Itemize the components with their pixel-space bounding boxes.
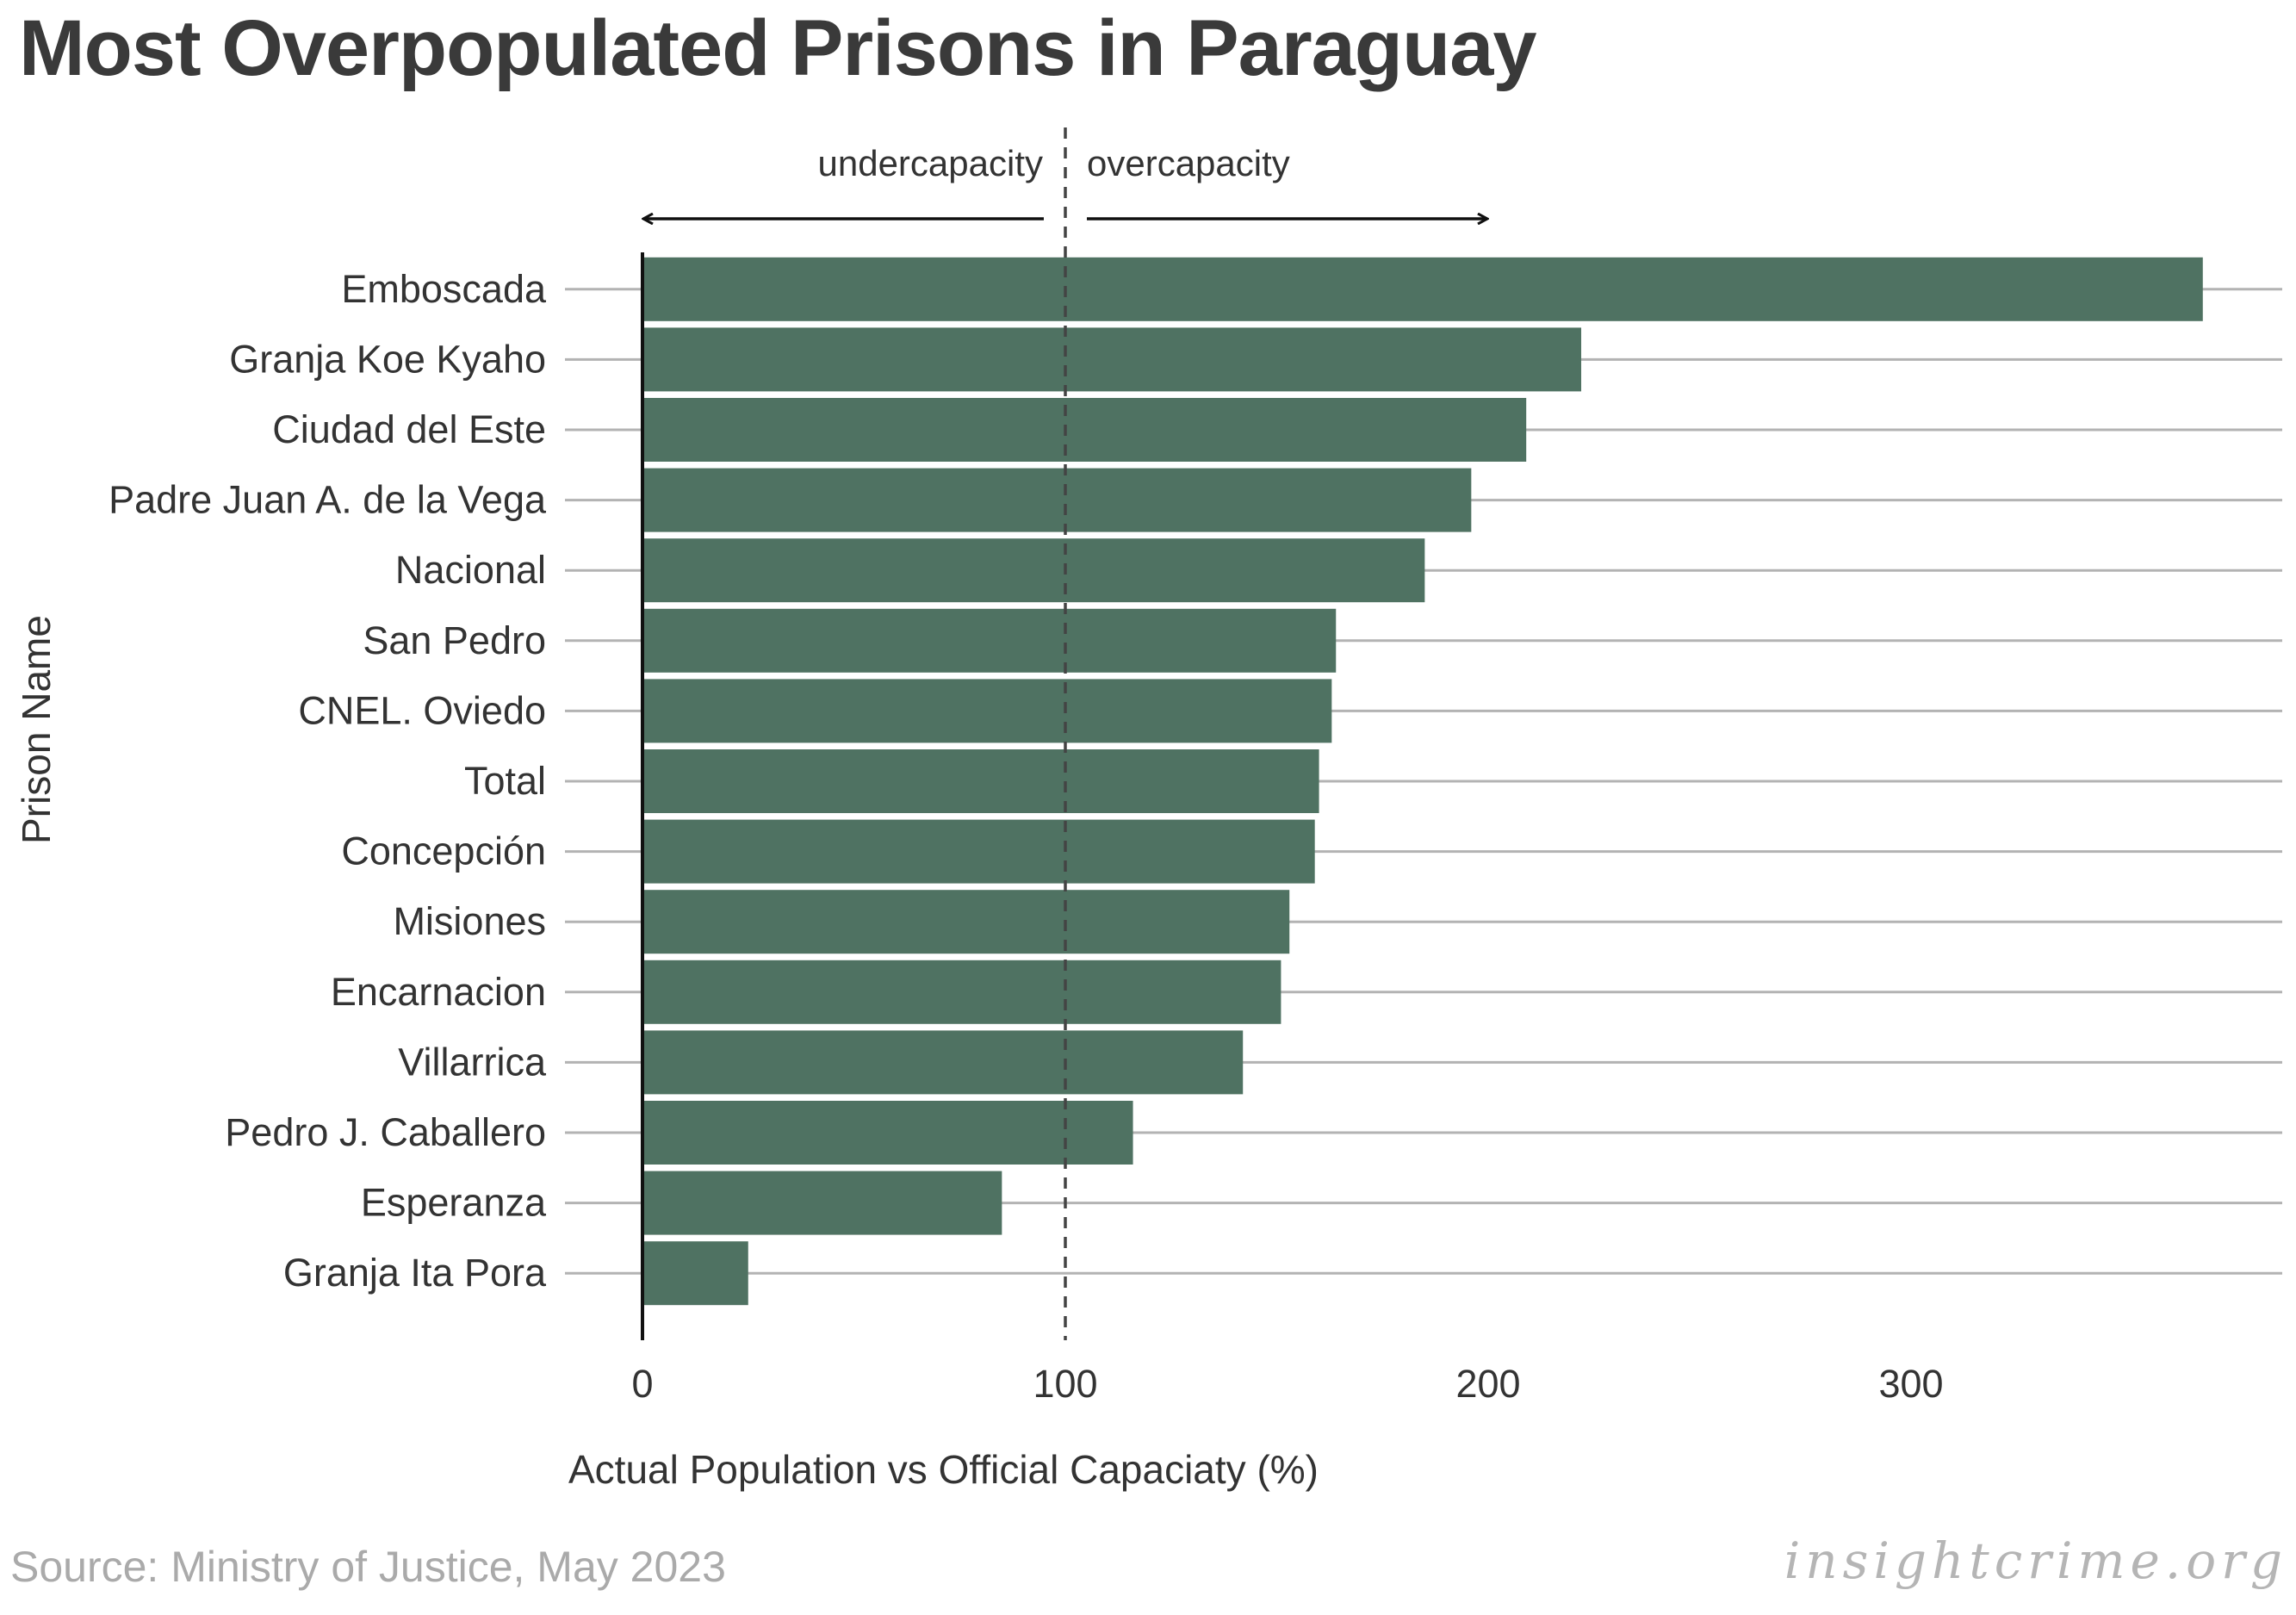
category-label: Esperanza: [361, 1181, 547, 1225]
bar: [642, 1030, 1244, 1095]
category-label: CNEL. Oviedo: [298, 688, 546, 732]
brand-watermark: insightcrime.org: [1784, 1531, 2287, 1590]
bar: [642, 1171, 1002, 1235]
bar: [642, 819, 1315, 884]
overcapacity-label: overcapacity: [1087, 143, 1290, 183]
category-label: Villarrica: [398, 1040, 547, 1084]
x-tick-label: 200: [1455, 1362, 1520, 1406]
bar: [642, 468, 1472, 532]
bars: [642, 257, 2203, 1306]
bar: [642, 327, 1582, 392]
category-label: Encarnacion: [331, 970, 546, 1014]
category-label: Misiones: [393, 899, 546, 943]
y-axis-label: Prison Name: [14, 615, 59, 844]
bar: [642, 398, 1527, 462]
bar: [642, 679, 1332, 743]
bar: [642, 749, 1319, 813]
category-label: San Pedro: [363, 618, 546, 662]
bar: [642, 257, 2203, 321]
category-labels: Emboscada Granja Koe Kyaho Ciudad del Este…: [109, 267, 547, 1295]
chart-title: Most Overpopulated Prisons in Paraguay: [19, 4, 1537, 92]
bar: [642, 1241, 748, 1306]
bar: [642, 960, 1281, 1024]
category-label: Granja Koe Kyaho: [229, 337, 546, 381]
category-label: Concepción: [341, 829, 546, 873]
category-label: Ciudad del Este: [272, 407, 546, 451]
source-note: Source: Ministry of Justice, May 2023: [10, 1543, 726, 1591]
category-label: Pedro J. Caballero: [225, 1110, 546, 1154]
category-label: Total: [464, 759, 546, 803]
category-label: Nacional: [395, 548, 546, 592]
category-label: Granja Ita Pora: [283, 1251, 547, 1295]
bar: [642, 1101, 1133, 1165]
x-tick-label: 0: [631, 1362, 653, 1406]
x-tick-label: 100: [1033, 1362, 1097, 1406]
x-tick-labels: 0 100 200 300: [631, 1362, 1943, 1406]
category-label: Padre Juan A. de la Vega: [109, 478, 547, 522]
bar: [642, 890, 1290, 954]
x-tick-label: 300: [1878, 1362, 1943, 1406]
bar: [642, 608, 1337, 673]
undercapacity-label: undercapacity: [818, 143, 1044, 183]
x-axis-label: Actual Population vs Official Capaciaty …: [568, 1447, 1319, 1492]
category-label: Emboscada: [341, 267, 547, 311]
bar: [642, 538, 1425, 603]
